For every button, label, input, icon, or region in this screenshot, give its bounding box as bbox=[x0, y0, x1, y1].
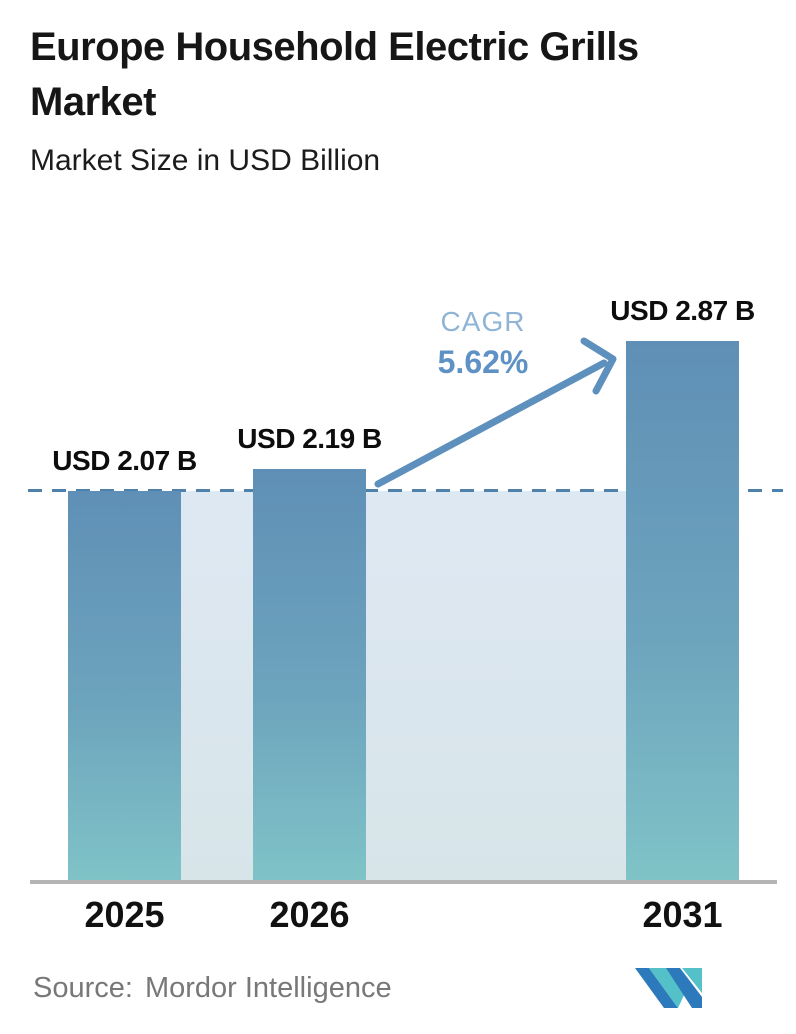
x-axis-label: 2031 bbox=[642, 894, 723, 935]
chart-title: Europe Household Electric Grills Market bbox=[30, 25, 639, 124]
shaded-forecast-region bbox=[181, 491, 626, 880]
cagr-annotation: CAGR 5.62% bbox=[408, 306, 558, 381]
cagr-value: 5.62% bbox=[437, 344, 529, 380]
x-axis-label: 2025 bbox=[84, 894, 165, 935]
bar-group-2026: USD 2.19 B 2026 bbox=[237, 423, 382, 935]
source-attribution: Source: Mordor Intelligence bbox=[33, 972, 392, 1005]
x-axis-baseline bbox=[30, 880, 777, 884]
chart-header: Europe Household Electric Grills Market … bbox=[30, 20, 740, 178]
cagr-label: CAGR bbox=[440, 306, 526, 337]
bar-group-2025: USD 2.07 B 2025 bbox=[52, 445, 197, 935]
bar-group-2031: USD 2.87 B 2031 bbox=[610, 295, 755, 935]
dashed-reference-line bbox=[28, 489, 783, 492]
bar-value-label: USD 2.19 B bbox=[237, 423, 382, 454]
source-name: Mordor Intelligence bbox=[144, 972, 392, 1004]
mordor-intelligence-logo bbox=[635, 968, 702, 1008]
bar-value-label: USD 2.07 B bbox=[52, 445, 197, 476]
bar-rect bbox=[253, 469, 366, 880]
bar-rect bbox=[626, 341, 739, 880]
bar-rect bbox=[68, 491, 181, 880]
x-axis-label: 2026 bbox=[269, 894, 350, 935]
bar-value-label: USD 2.87 B bbox=[610, 295, 755, 326]
source-label: Source: bbox=[33, 972, 133, 1004]
chart-subtitle: Market Size in USD Billion bbox=[30, 144, 381, 177]
